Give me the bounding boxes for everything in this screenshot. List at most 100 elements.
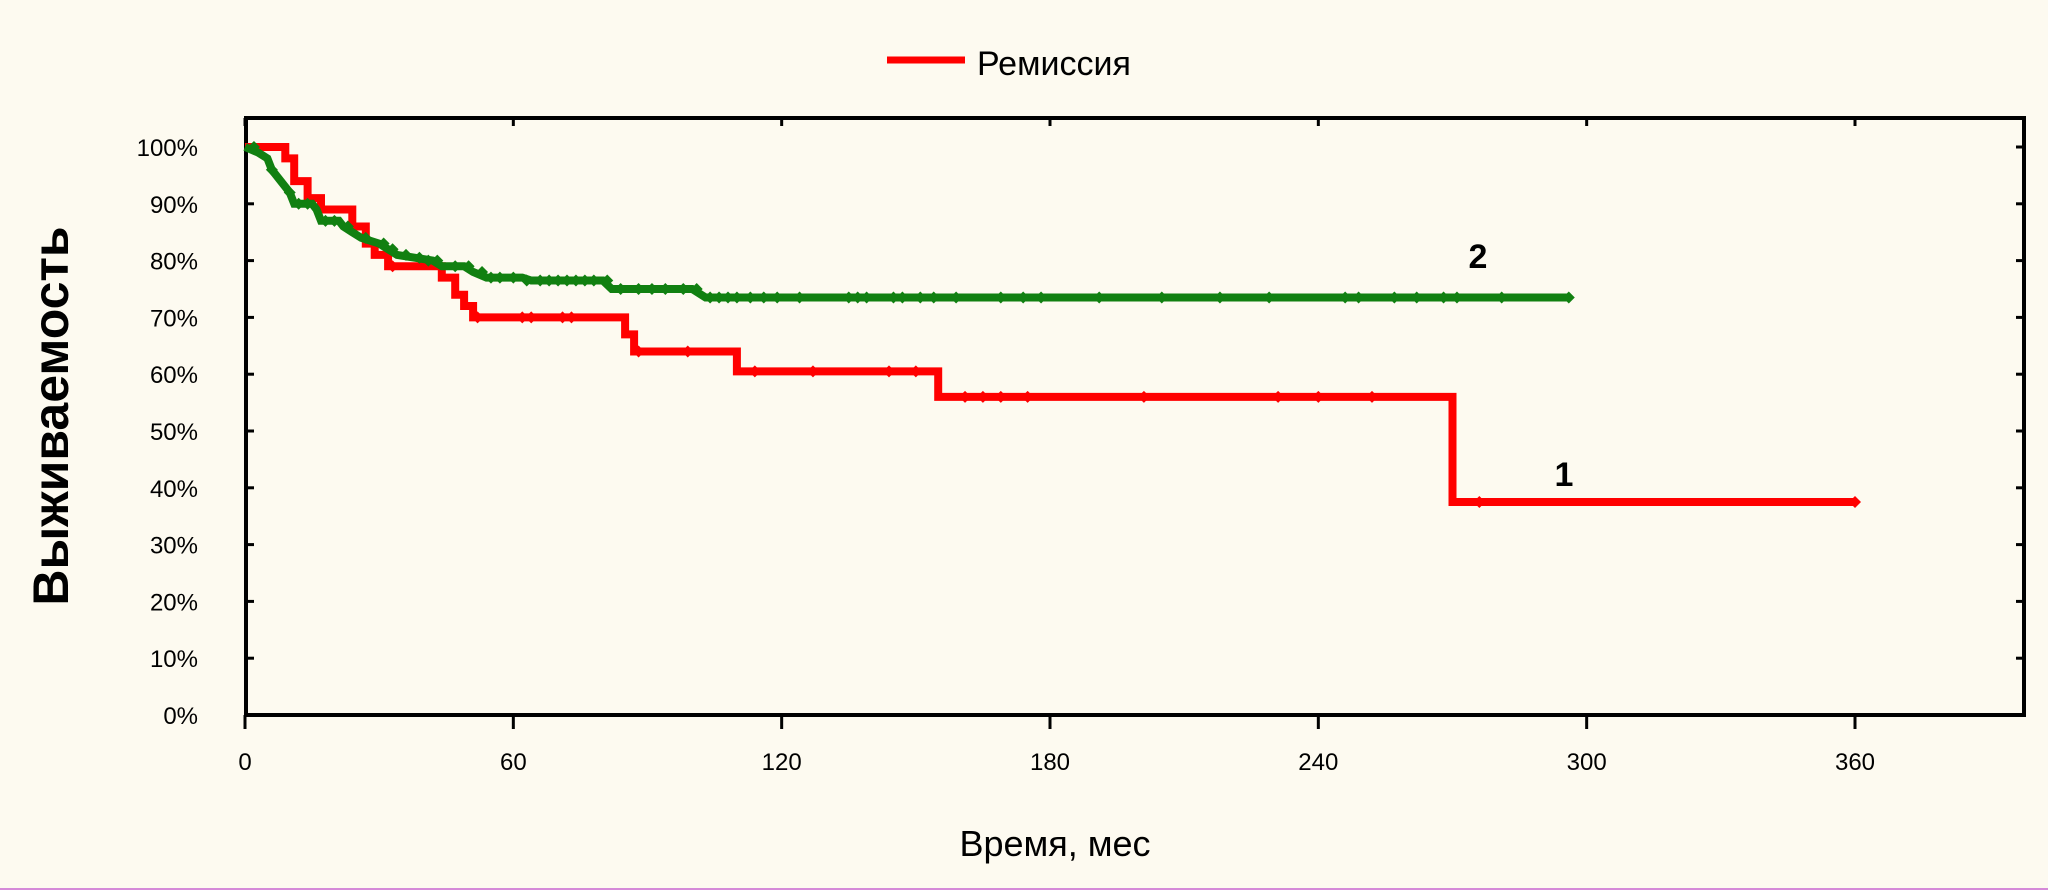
censor-marker <box>690 283 703 295</box>
censor-marker <box>722 291 734 304</box>
censor-marker <box>887 291 900 304</box>
censor-marker <box>950 291 963 304</box>
censor-marker <box>1450 291 1463 304</box>
censor-marker <box>1093 291 1106 304</box>
censor-marker <box>632 345 645 358</box>
censor-marker <box>516 311 529 324</box>
censor-marker <box>681 345 694 358</box>
censor-marker <box>914 291 927 304</box>
censor-marker <box>632 283 645 295</box>
y-tick-label: 60% <box>150 362 198 389</box>
censor-marker <box>1473 496 1486 508</box>
censor-marker <box>534 274 547 287</box>
censor-marker <box>247 141 260 153</box>
censor-marker <box>713 291 726 304</box>
y-tick-label: 70% <box>150 305 198 332</box>
curve-label-2: 2 <box>1469 238 1488 276</box>
censor-marker <box>994 291 1007 304</box>
censor-marker <box>543 274 556 287</box>
censor-marker <box>1155 291 1168 304</box>
censor-marker <box>377 237 390 250</box>
censor-marker <box>1339 291 1352 304</box>
censor-marker <box>1437 291 1450 304</box>
x-tick-label: 120 <box>762 749 802 776</box>
y-tick-label: 50% <box>150 419 198 446</box>
censor-marker <box>292 197 305 210</box>
censor-marker <box>386 243 399 256</box>
censor-marker <box>484 271 497 284</box>
censor-marker <box>645 283 658 295</box>
y-tick-label: 90% <box>150 192 198 219</box>
x-axis-ticks: 0 60 120 180 240 300 360 <box>238 118 1875 776</box>
plot-frame <box>244 116 2026 717</box>
censor-marker <box>565 311 578 324</box>
legend-label: Ремиссия <box>977 45 1131 83</box>
y-axis-ticks: 0% 10% 20% 30% 40% 50% 60% 70% 80% 90% 100% <box>137 135 2024 730</box>
x-axis-title: Время, мес <box>959 823 1150 864</box>
x-tick-label: 180 <box>1030 749 1070 776</box>
censor-marker <box>462 260 475 273</box>
x-tick-label: 240 <box>1298 749 1338 776</box>
censor-marker <box>1035 291 1048 304</box>
censor-marker <box>413 251 426 264</box>
censor-marker <box>265 163 278 176</box>
censor-marker <box>677 283 690 295</box>
censor-marker <box>328 214 341 227</box>
censor-marker <box>748 365 761 378</box>
y-tick-label: 40% <box>150 476 198 503</box>
censor-marker <box>1849 496 1861 508</box>
series-2 <box>243 141 1575 304</box>
censor-marker <box>851 291 864 304</box>
censor-marker <box>1410 291 1423 304</box>
censor-marker <box>552 274 565 287</box>
y-tick-label: 100% <box>137 135 198 162</box>
censor-marker <box>744 291 757 304</box>
censor-marker <box>1366 390 1378 403</box>
censor-marker <box>860 291 873 304</box>
censor-marker <box>386 260 399 273</box>
censor-marker <box>493 271 506 284</box>
censor-marker <box>927 291 940 304</box>
x-tick-label: 360 <box>1835 749 1875 776</box>
censor-marker <box>319 214 332 227</box>
censor-marker <box>1312 390 1325 403</box>
y-tick-label: 10% <box>150 646 198 673</box>
censor-marker <box>1352 291 1365 304</box>
censor-marker <box>1137 390 1150 403</box>
censor-marker <box>569 274 582 287</box>
series-layer <box>243 141 1861 508</box>
y-axis-title: Выживаемость <box>23 226 79 605</box>
censor-marker <box>896 291 909 304</box>
censor-marker <box>793 291 806 304</box>
x-tick-label: 0 <box>238 749 251 776</box>
censor-marker <box>1021 390 1034 403</box>
series-1 <box>245 143 1861 508</box>
censor-marker <box>1272 390 1285 403</box>
censor-marker <box>842 291 855 304</box>
censor-marker <box>1017 291 1030 304</box>
censor-marker <box>471 311 484 324</box>
censor-marker <box>1213 291 1226 304</box>
censor-marker <box>431 254 444 267</box>
censor-marker <box>614 283 627 295</box>
y-tick-label: 0% <box>163 703 198 730</box>
censor-marker <box>422 254 435 267</box>
x-tick-label: 300 <box>1567 749 1607 776</box>
x-tick-label: 60 <box>500 749 527 776</box>
censor-marker <box>520 274 533 287</box>
censor-marker <box>771 291 784 304</box>
censor-marker <box>578 274 591 287</box>
censor-marker <box>1388 291 1401 304</box>
censor-marker <box>704 291 717 304</box>
censor-marker <box>507 271 520 284</box>
censor-marker <box>283 186 296 199</box>
censor-marker <box>959 390 972 403</box>
censor-marker <box>359 231 372 244</box>
censor-marker <box>1263 291 1276 304</box>
censor-marker <box>556 311 569 324</box>
censor-marker <box>601 274 614 287</box>
censor-marker <box>909 365 922 378</box>
censor-marker <box>561 274 573 287</box>
